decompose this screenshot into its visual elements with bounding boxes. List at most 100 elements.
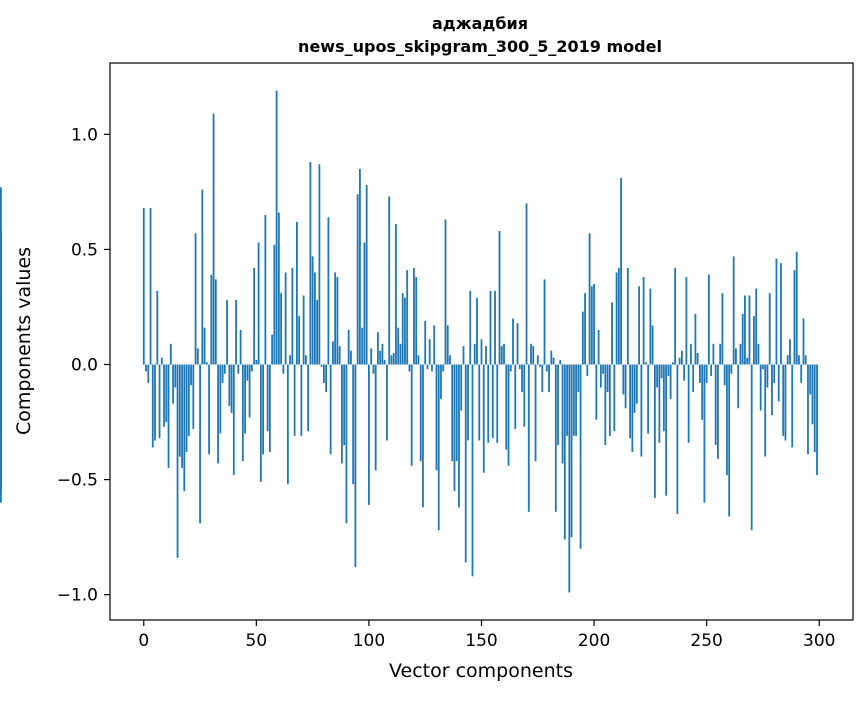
bar (368, 365, 370, 505)
bar (778, 365, 780, 402)
bar (598, 330, 600, 365)
bar (661, 365, 663, 379)
bar (535, 365, 537, 462)
bar (170, 344, 172, 365)
bar (631, 365, 633, 452)
bar (393, 353, 395, 365)
x-tick-label: 50 (246, 631, 268, 651)
bar (231, 365, 233, 413)
bar (731, 365, 733, 374)
bar (568, 365, 570, 593)
bar (391, 355, 393, 364)
bar (282, 365, 284, 374)
bar (172, 365, 174, 404)
bar (296, 222, 298, 365)
bar (816, 365, 818, 475)
bar (201, 190, 203, 365)
bar (276, 91, 278, 365)
bar (384, 360, 386, 365)
bar (255, 360, 257, 365)
bar (406, 270, 408, 364)
bar (377, 332, 379, 364)
bar (663, 365, 665, 432)
bar (787, 355, 789, 364)
bar (309, 162, 311, 365)
bar (197, 348, 199, 364)
bar (262, 365, 264, 455)
y-tick-label: 0.5 (71, 240, 98, 260)
bar (253, 268, 255, 365)
bar (647, 365, 649, 434)
bar (199, 365, 201, 524)
bar (490, 291, 492, 365)
bar (445, 220, 447, 365)
bar (780, 263, 782, 364)
bar (427, 365, 429, 370)
bar (776, 259, 778, 365)
bar (402, 293, 404, 364)
bar (210, 275, 212, 365)
bar (649, 289, 651, 365)
bar (807, 365, 809, 455)
bar (190, 365, 192, 386)
bar (215, 279, 217, 364)
bar (562, 365, 564, 464)
bar (676, 365, 678, 515)
bar (667, 365, 669, 377)
bar (424, 321, 426, 365)
bar (161, 358, 163, 365)
chart-subtitle: news_upos_skipgram_300_5_2019 model (298, 37, 662, 56)
bar (404, 298, 406, 365)
bar (451, 365, 453, 462)
bar (782, 365, 784, 436)
bar (357, 194, 359, 364)
bar (755, 289, 757, 365)
bar (620, 178, 622, 364)
bar (181, 365, 183, 469)
bar (458, 365, 460, 508)
bar (760, 365, 762, 411)
bar (240, 330, 242, 365)
bar (717, 365, 719, 459)
bar (496, 365, 498, 443)
bar (586, 365, 588, 377)
bar (206, 362, 208, 364)
bar (517, 323, 519, 364)
bar (559, 360, 561, 365)
bar (415, 277, 417, 364)
bar (386, 365, 388, 441)
bar (433, 325, 435, 364)
bar (762, 365, 764, 370)
bar (753, 316, 755, 364)
bar (584, 293, 586, 364)
bar (397, 328, 399, 365)
x-tick-label: 150 (465, 631, 497, 651)
bar (168, 365, 170, 469)
bar (366, 185, 368, 365)
bar (530, 344, 532, 365)
bar (373, 365, 375, 374)
x-tick-label: 100 (353, 631, 385, 651)
bar (478, 365, 480, 441)
bar (640, 365, 642, 457)
bar (370, 348, 372, 364)
bar (571, 365, 573, 538)
bar (744, 295, 746, 364)
bar (505, 365, 507, 450)
bar (224, 365, 226, 374)
bar (715, 365, 717, 446)
bar (226, 300, 228, 364)
bar (645, 362, 647, 364)
bar (767, 365, 769, 388)
bar (350, 351, 352, 365)
bar (183, 365, 185, 492)
bar (186, 365, 188, 452)
y-tick-label: −1.0 (57, 586, 98, 606)
y-tick-label: 0.0 (71, 356, 98, 376)
bar (174, 365, 176, 388)
bar (237, 365, 239, 374)
bar (291, 268, 293, 365)
bar (600, 365, 602, 388)
bar (573, 365, 575, 436)
bar (656, 365, 658, 388)
